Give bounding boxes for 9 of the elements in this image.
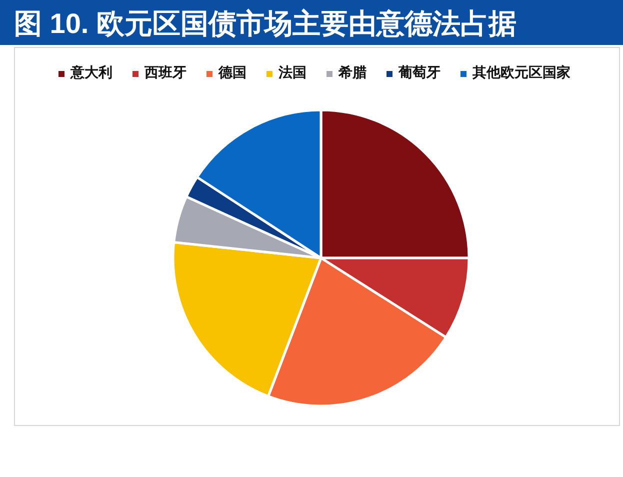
legend-label: 德国	[218, 65, 246, 81]
title: 图 10. 欧元区国债市场主要由意德法占据	[0, 0, 623, 45]
legend-label: 法国	[278, 65, 306, 81]
legend-label: 意大利	[70, 64, 112, 81]
chart-title: 图 10. 欧元区国债市场主要由意德法占据	[14, 8, 516, 39]
legend-label: 希腊	[338, 65, 366, 81]
legend-label: 其他欧元区国家	[472, 64, 570, 81]
legend-label: 西班牙	[144, 65, 186, 81]
legend-label: 葡萄牙	[398, 65, 440, 81]
